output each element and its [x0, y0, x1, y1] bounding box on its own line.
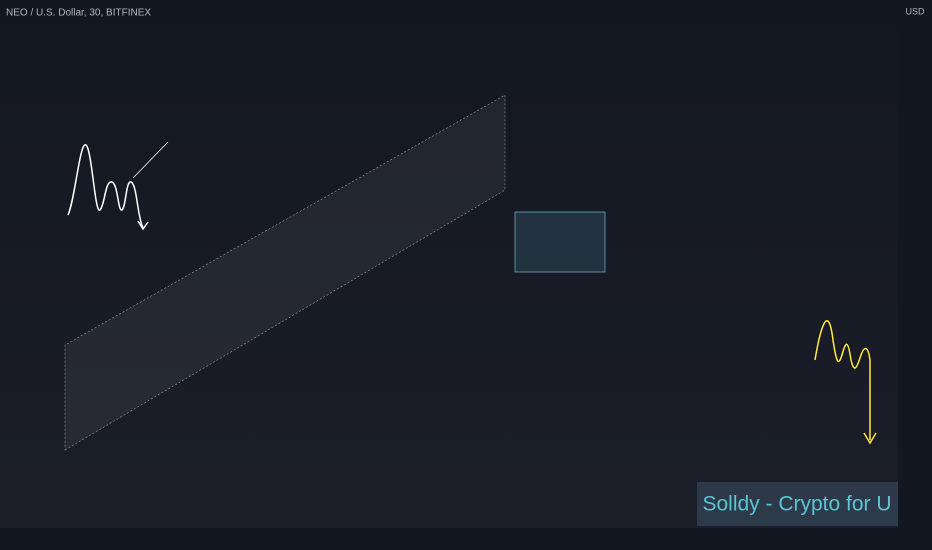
- chart-title: NEO / U.S. Dollar, 30, BITFINEX: [6, 8, 151, 19]
- entry-arrow: [137, 220, 149, 231]
- time-axis: [0, 528, 932, 550]
- uptrend-channel: [64, 94, 506, 451]
- watermark-box: [697, 482, 898, 526]
- y-axis-label: USD: [905, 6, 925, 16]
- watermark: Solldy - Crypto for U: [702, 493, 891, 516]
- price-axis: [898, 0, 932, 550]
- projection-arrow: [863, 432, 877, 445]
- range-box: [514, 211, 606, 273]
- entry-pointer: [132, 141, 169, 179]
- projection-path: [814, 320, 871, 440]
- entry-sketch: [67, 144, 144, 229]
